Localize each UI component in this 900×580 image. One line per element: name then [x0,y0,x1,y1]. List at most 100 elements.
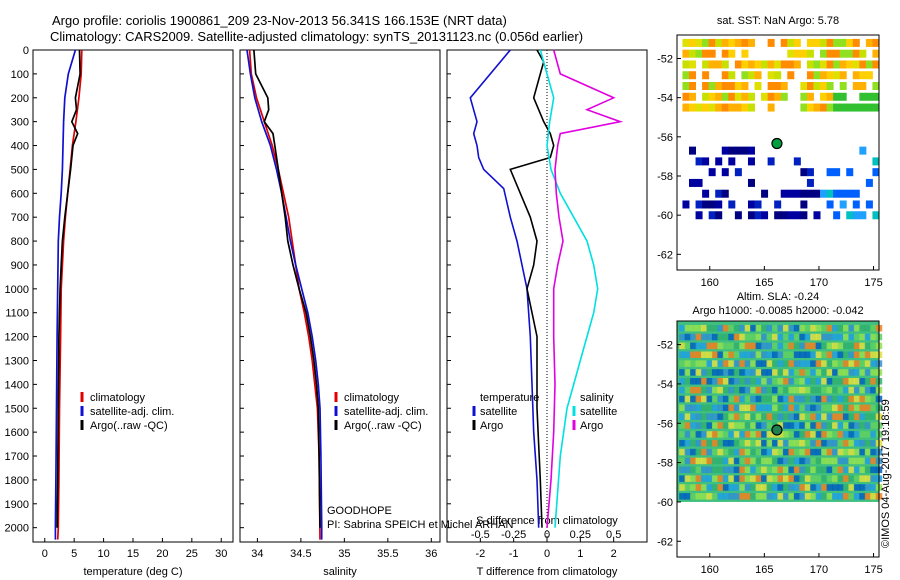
sla-cell [842,475,850,482]
map-y-tick-label: -52 [657,54,673,66]
sst-cell [747,71,755,80]
sla-cell [684,360,692,367]
sla-cell [728,431,735,438]
sla-cell [859,369,866,376]
sla-cell [766,422,774,429]
sla-cell [853,422,861,429]
sla-cell [739,386,746,394]
salinity-diff-tick-label: 0.25 [570,529,591,541]
sla-cell [750,422,757,429]
sst-cell [702,71,710,80]
sla-cell [761,439,768,447]
sla-cell [701,431,708,438]
salinity-frame [239,49,441,543]
sla-cell [837,484,845,491]
sla-cell [853,457,861,465]
sst-cell [747,60,755,69]
sla-cell [717,324,724,332]
sla-cell [853,448,861,456]
sla-cell [804,386,812,394]
sla-cell [701,395,708,403]
map-x-tick-label: 160 [701,277,719,289]
map-y-tick-label: -60 [657,210,673,222]
temperature-Argo-line [509,49,555,528]
sla-cell [832,484,839,491]
legend-label: Argo [580,420,603,432]
depth-tick-label: 800 [11,236,29,248]
sla-cell [804,378,812,385]
sla-cell [722,351,730,358]
sla-cell [717,351,724,358]
sla-cell [711,369,719,376]
sst-cell [715,189,723,198]
sla-cell [832,324,839,332]
sla-cell [804,413,812,420]
depth-tick-label: 2000 [5,523,29,535]
sla-cell [842,448,850,456]
sla-cell [870,324,877,332]
sla-cell [859,333,866,341]
sla-cell [832,413,839,420]
sla-cell [761,448,768,456]
sla-cell [684,404,692,412]
sla-cell [728,484,735,491]
sla-cell [695,386,703,394]
map-x-tick-label: 165 [755,564,773,576]
sla-cell [799,378,806,385]
sla-cell [684,324,692,332]
sla-cell [804,457,812,465]
sla-cell [853,333,861,341]
sla-cell [821,466,828,474]
sla-cell [733,448,741,456]
sla-cell [744,431,752,438]
sla-cell [821,431,828,438]
sla-cell [728,395,735,403]
sla-cell [864,395,872,403]
sst-cell [715,82,723,90]
sst-cell [787,38,795,47]
sla-cell [782,342,790,350]
map-y-tick-label: -62 [657,249,673,261]
sla-cell [799,404,806,412]
sla-cell [771,404,779,412]
sla-cell [821,360,828,367]
map-x-tick-label: 175 [864,277,882,289]
sla-cell [848,466,855,474]
sla-cell [859,324,866,332]
sla-cell [690,431,697,438]
sla-cell [804,431,812,438]
sst-cell [839,71,847,80]
argo-float-marker [771,137,783,150]
sla-cell [848,484,855,491]
sla-cell [848,475,855,482]
sla-cell [717,493,724,500]
sla-cell [711,360,719,367]
sla-cell [695,493,703,500]
sst-cell [872,103,880,112]
sst-cell [793,211,801,220]
sla-cell [717,395,724,403]
sla-cell [679,457,686,465]
sla-cell [701,413,708,420]
sla-cell [821,404,828,412]
sst-cell [695,200,703,209]
sla-cell [793,439,801,447]
sla-cell [826,351,834,358]
sla-cell [701,422,708,429]
sla-cell [755,404,763,412]
difference-x-tick-label: -1 [509,548,519,560]
salinity-x-tick-label: 34 [251,548,263,560]
temperature-x-tick-label: 10 [97,548,109,560]
sla-cell [733,431,741,438]
sla-cell [826,360,834,367]
map-y-tick-label: -58 [657,458,673,470]
sla-cell [684,466,692,474]
sst-cell [826,38,834,47]
sst-cell [859,60,867,69]
sla-cell [815,395,823,403]
sla-cell [842,351,850,358]
sst-cell [826,168,834,177]
salinity-diff-tick-label: -0.25 [501,529,526,541]
sst-cell [702,82,710,90]
salinity-x-tick-label: 35 [338,548,350,560]
